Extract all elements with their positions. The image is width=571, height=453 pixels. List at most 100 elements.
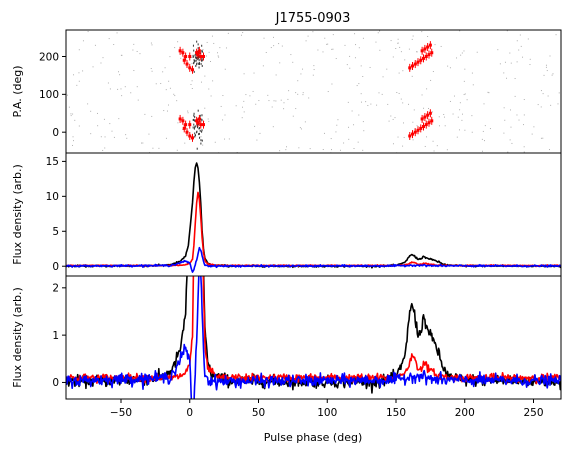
pa-sample-dot xyxy=(192,44,194,47)
pa-sample-dot xyxy=(78,80,80,82)
pa-sample-dot xyxy=(292,61,294,63)
pa-sample-dot xyxy=(193,112,195,115)
pa-sample-dot xyxy=(283,102,285,104)
pa-sample-dot xyxy=(169,56,171,58)
pa-sample-dot xyxy=(404,59,406,61)
pa-sample-dot xyxy=(160,83,162,85)
pa-sample-dot xyxy=(434,44,436,46)
pa-sample-dot xyxy=(331,83,333,85)
pa-sample-dot xyxy=(139,53,141,55)
pa-sample-dot xyxy=(279,150,281,152)
pa-sample-dot xyxy=(463,94,465,96)
pa-sample-dot xyxy=(195,57,197,60)
pa-sample-dot xyxy=(70,115,72,117)
pa-sample-dot xyxy=(124,86,126,88)
pa-sample-dot xyxy=(375,41,377,43)
pa-sample-dot xyxy=(173,93,175,95)
pa-marker xyxy=(408,134,412,138)
zoom-y-label: Flux density (arb.) xyxy=(11,287,24,388)
pa-sample-dot xyxy=(201,64,203,67)
pa-sample-dot xyxy=(402,145,404,147)
pa-point xyxy=(430,48,434,57)
pa-sample-dot xyxy=(323,132,325,134)
pa-sample-dot xyxy=(199,136,201,139)
pa-sample-dot xyxy=(403,122,405,124)
y-tick-label: 1 xyxy=(52,330,59,342)
pa-sample-dot xyxy=(194,56,196,59)
circular-intensity-line xyxy=(66,246,561,273)
pa-sample-dot xyxy=(444,125,446,127)
pa-sample-dot xyxy=(200,139,202,142)
pa-sample-dot xyxy=(382,76,384,78)
pa-sample-dot xyxy=(398,92,400,94)
pa-point xyxy=(423,44,427,53)
pa-sample-dot xyxy=(113,136,115,138)
pa-sample-dot xyxy=(195,53,197,56)
pa-sample-dot xyxy=(332,48,334,50)
pa-sample-dot xyxy=(202,49,204,51)
pa-marker xyxy=(411,132,414,136)
pa-sample-dot xyxy=(194,126,196,129)
pa-marker xyxy=(427,121,431,125)
pa-sample-dot xyxy=(509,139,511,141)
pa-sample-dot xyxy=(446,149,448,151)
pa-sample-dot xyxy=(458,129,460,131)
pa-sample-dot xyxy=(424,145,426,147)
pa-sample-dot xyxy=(327,91,329,93)
pa-sample-dot xyxy=(73,74,75,76)
pa-sample-dot xyxy=(489,128,491,130)
pa-point xyxy=(178,114,182,123)
pa-sample-dot xyxy=(199,129,201,132)
pa-sample-dot xyxy=(416,125,418,127)
pa-sample-dot xyxy=(72,113,74,115)
pa-sample-dot xyxy=(116,32,118,34)
total-intensity-line xyxy=(66,162,561,269)
pa-sample-dot xyxy=(297,80,299,82)
pa-point xyxy=(423,113,427,122)
pa-sample-dot xyxy=(194,119,196,122)
pa-sample-dot xyxy=(219,47,221,49)
pa-sample-dot xyxy=(192,56,194,58)
pa-point xyxy=(188,52,192,61)
pa-sample-dot xyxy=(357,141,359,143)
pa-sample-dot xyxy=(344,44,346,46)
pa-sample-dot xyxy=(302,92,304,94)
pa-sample-dot xyxy=(506,30,508,32)
pa-sample-dot xyxy=(545,66,547,68)
y-tick-label: 0 xyxy=(52,261,59,273)
pa-sample-dot xyxy=(209,61,211,63)
pa-sample-dot xyxy=(432,71,434,73)
pa-sample-dot xyxy=(506,77,508,79)
pa-sample-dot xyxy=(507,151,509,153)
pa-sample-dot xyxy=(499,63,501,65)
pa-sample-dot xyxy=(307,35,309,37)
pa-sample-dot xyxy=(137,99,139,101)
pa-sample-dot xyxy=(197,47,199,50)
pa-sample-dot xyxy=(456,136,458,138)
pa-sample-dot xyxy=(522,56,524,58)
pa-sample-dot xyxy=(285,149,287,151)
pa-marker xyxy=(416,60,420,64)
pa-sample-dot xyxy=(503,132,505,134)
pa-sample-dot xyxy=(504,119,506,121)
pa-sample-dot xyxy=(322,51,324,53)
pa-point xyxy=(188,63,192,72)
pa-sample-dot xyxy=(249,95,251,97)
pa-sample-dot xyxy=(150,42,152,44)
pa-sample-dot xyxy=(523,151,525,153)
pa-sample-dot xyxy=(412,139,414,141)
pa-sample-dot xyxy=(331,149,333,151)
pa-sample-dot xyxy=(309,148,311,150)
pa-sample-dot xyxy=(463,80,465,82)
pa-sample-dot xyxy=(358,47,360,49)
pa-sample-dot xyxy=(348,126,350,128)
pa-sample-dot xyxy=(108,38,110,40)
pa-sample-dot xyxy=(510,126,512,128)
pa-sample-dot xyxy=(533,126,535,128)
pa-sample-dot xyxy=(447,65,449,67)
pa-sample-dot xyxy=(432,140,434,142)
pa-sample-dot xyxy=(158,147,160,149)
pa-sample-dot xyxy=(201,114,203,117)
pa-sample-dot xyxy=(283,108,285,110)
